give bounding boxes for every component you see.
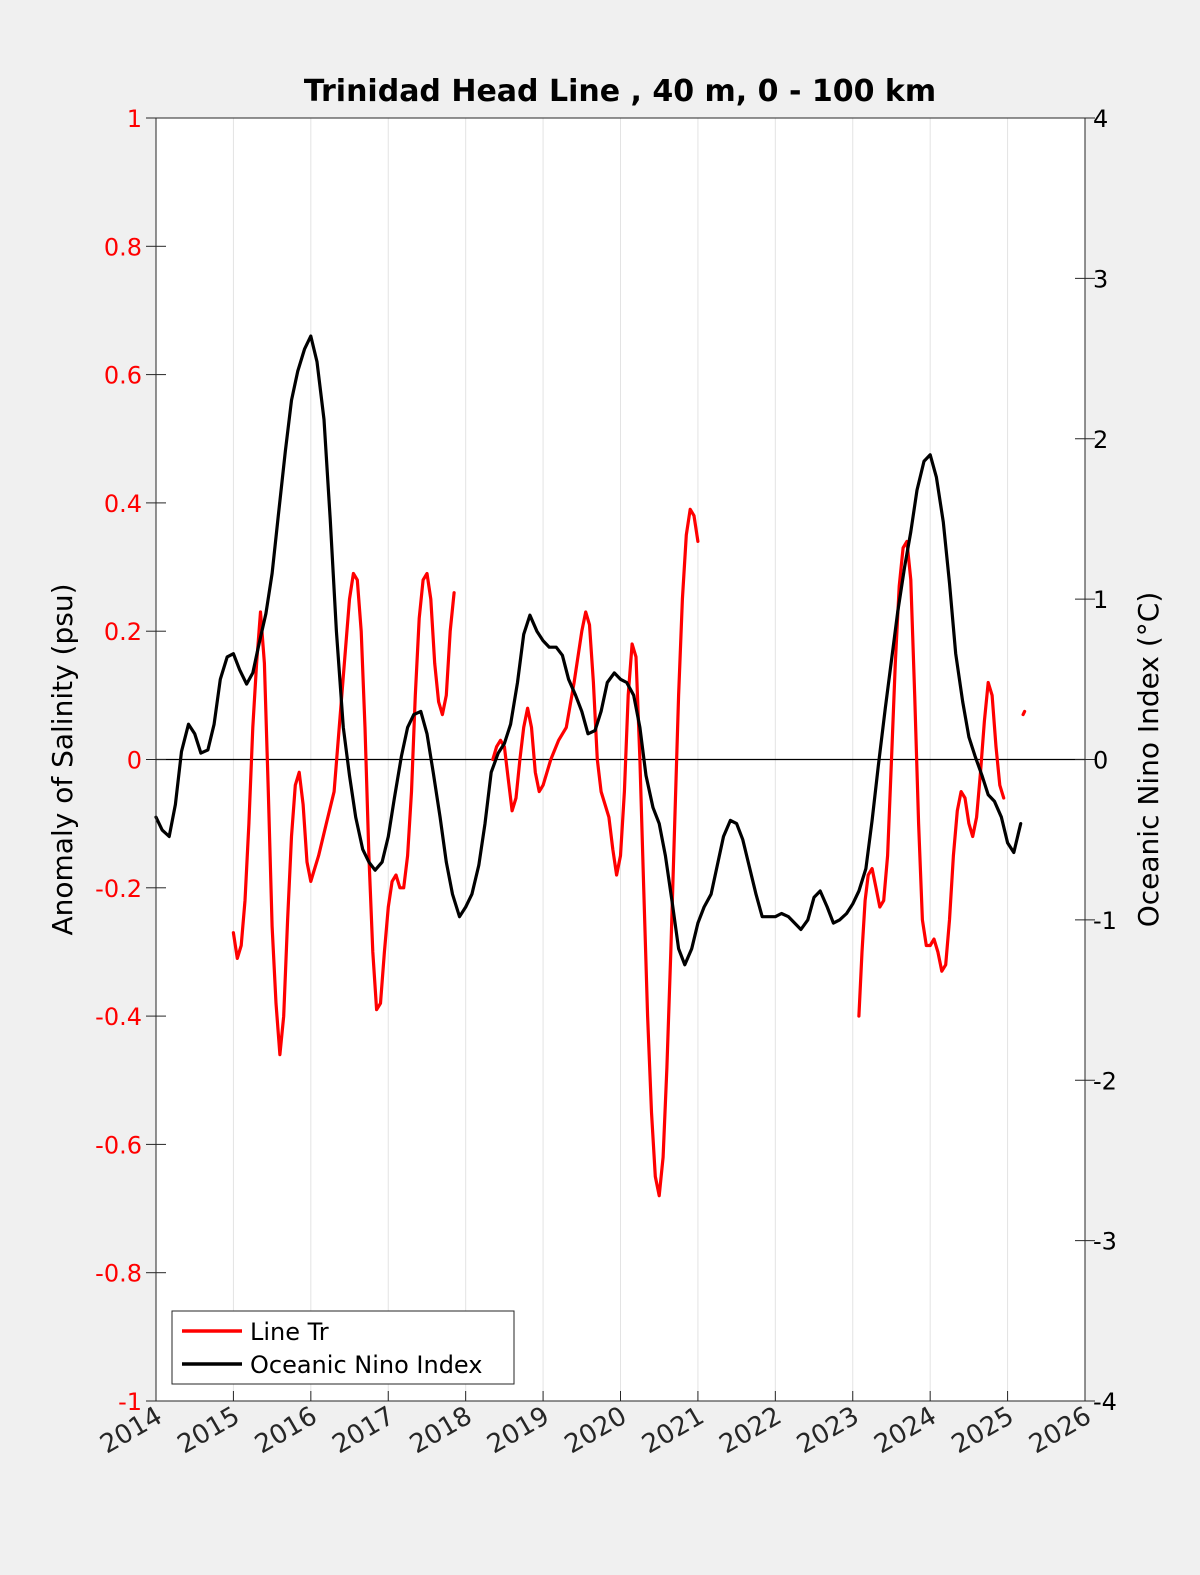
chart-title: Trinidad Head Line , 40 m, 0 - 100 km: [304, 74, 936, 109]
legend-label-line-tr: Line Tr: [250, 1318, 329, 1346]
series-segment-oceanic-nino-index: [154, 334, 1023, 967]
left-y-axis: -1 -0.8 -0.6 -0.4 -0.2 0 0.2 0.4 0.6 0.8 1: [95, 105, 166, 1416]
left-y-tick-label: 0.4: [104, 490, 142, 518]
left-y-tick-label: 1: [127, 105, 142, 133]
left-y-tick-label: -0.6: [95, 1131, 142, 1159]
series-segment-line-tr: [231, 571, 456, 1057]
left-y-tick-label: 0.6: [104, 362, 142, 390]
right-y-tick-label: 1: [1093, 586, 1108, 614]
right-y-tick-label: 2: [1093, 426, 1108, 454]
legend-label-oceanic-nino-index: Oceanic Nino Index: [250, 1351, 482, 1379]
series-line-tr: [231, 507, 1027, 1198]
left-y-tick-label: -0.8: [95, 1260, 142, 1288]
series-segment-line-tr: [1021, 709, 1027, 717]
right-y-tick-label: -4: [1093, 1388, 1117, 1416]
right-y-axis-label: Oceanic Nino Index (°C): [1132, 592, 1165, 928]
left-y-tick-label: 0: [127, 747, 142, 775]
left-y-tick-label: 0.8: [104, 233, 142, 261]
legend-box: [171, 1310, 515, 1385]
legend: Line Tr Oceanic Nino Index: [171, 1310, 515, 1385]
series-segment-line-tr: [491, 507, 700, 1198]
left-y-tick-label: -0.4: [95, 1003, 142, 1031]
right-y-tick-label: -3: [1093, 1228, 1117, 1256]
left-y-tick-label: -1: [118, 1388, 142, 1416]
series-segment-line-tr: [857, 539, 1006, 1018]
right-y-axis: -4 -3 -2 -1 0 1 2 3 4: [1075, 105, 1117, 1416]
right-y-tick-label: -2: [1093, 1067, 1117, 1095]
right-y-tick-label: -1: [1093, 907, 1117, 935]
left-y-tick-label: -0.2: [95, 875, 142, 903]
left-y-tick-label: 0.2: [104, 618, 142, 646]
right-y-tick-label: 3: [1093, 265, 1108, 293]
series-oceanic-nino-index: [154, 334, 1023, 967]
right-y-tick-label: 4: [1093, 105, 1108, 133]
right-y-tick-label: 0: [1093, 747, 1108, 775]
left-y-axis-label: Anomaly of Salinity (psu): [46, 583, 79, 935]
